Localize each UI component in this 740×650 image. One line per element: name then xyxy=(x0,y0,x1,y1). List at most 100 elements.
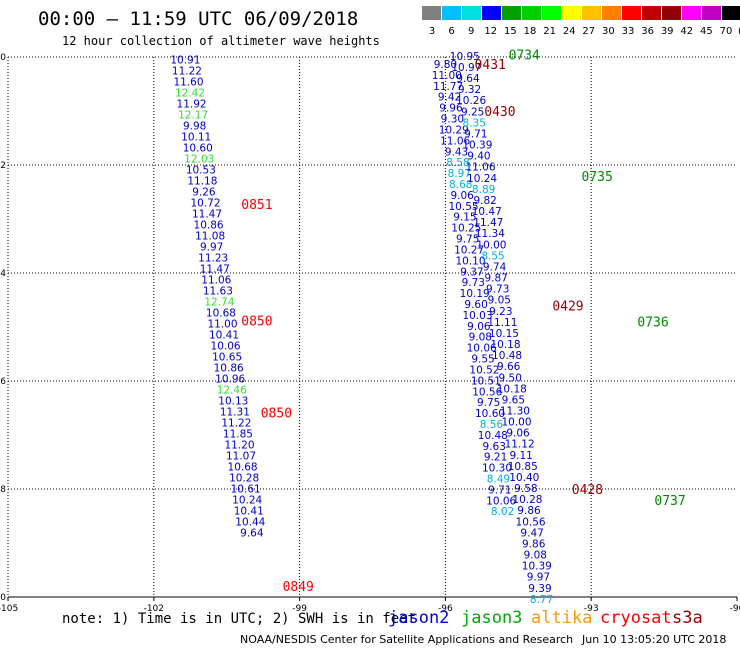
swh-value: 8.58 xyxy=(446,157,469,169)
swh-value: 9.05 xyxy=(488,295,511,307)
pass-time-label: 0736 xyxy=(637,316,668,331)
swh-value: 9.71 xyxy=(464,128,487,140)
footnote: note: 1) Time is in UTC; 2) SWH is in fe… xyxy=(62,611,417,627)
swh-value: 11.30 xyxy=(500,406,530,418)
pass-time-label: 0428 xyxy=(572,483,603,498)
swh-value: 9.82 xyxy=(473,195,496,207)
pass-time-label: 0850 xyxy=(241,315,272,330)
swh-value: 11.92 xyxy=(177,99,207,111)
swh-value: 9.21 xyxy=(484,452,507,464)
color-swatch xyxy=(682,6,701,20)
swh-value: 10.26 xyxy=(456,95,486,107)
swh-value: 11.08 xyxy=(195,231,225,243)
swh-value: 10.18 xyxy=(490,339,520,351)
swh-value: 10.68 xyxy=(228,462,258,474)
swh-value: 10.19 xyxy=(460,288,490,300)
swh-value: 10.13 xyxy=(218,396,248,408)
color-swatch xyxy=(522,6,541,20)
swh-value: 11.85 xyxy=(223,429,253,441)
swh-value: 9.37 xyxy=(460,266,483,278)
swh-value: 10.53 xyxy=(186,165,216,177)
swh-value: 9.75 xyxy=(477,397,500,409)
swh-value: 9.87 xyxy=(484,273,507,285)
generation-timestamp: Jun 10 13:05:20 UTC 2018 xyxy=(582,633,727,646)
swh-value: 10.39 xyxy=(522,561,552,573)
swh-value: 9.06 xyxy=(450,190,474,202)
swh-value: 9.55 xyxy=(471,354,494,366)
swh-value: 9.74 xyxy=(483,261,507,273)
color-swatch xyxy=(722,6,740,20)
color-swatch xyxy=(422,6,441,20)
swh-value: 10.28 xyxy=(229,473,259,485)
pass-time-label: 0737 xyxy=(654,494,685,509)
x-tick-label: -90 xyxy=(730,604,740,614)
swh-value: 10.06 xyxy=(467,343,497,355)
swh-value: 10.30 xyxy=(482,463,512,475)
color-scale-label: 24 xyxy=(562,26,576,37)
swh-value: 11.47 xyxy=(200,264,230,276)
swh-value: 8.89 xyxy=(472,184,495,196)
swh-value: 9.75 xyxy=(456,234,479,246)
swh-value: 9.96 xyxy=(439,103,463,115)
swh-value: 11.34 xyxy=(475,228,505,240)
x-tick-label: -105 xyxy=(0,604,18,614)
color-swatch xyxy=(622,6,641,20)
legend-s3a: s3a xyxy=(672,608,703,628)
swh-value: 12.03 xyxy=(184,154,214,166)
swh-value: 11.06 xyxy=(201,275,231,287)
swh-value: 10.11 xyxy=(181,132,211,144)
swh-value: 9.73 xyxy=(486,284,509,296)
swh-value: 9.06 xyxy=(467,321,491,333)
color-swatch xyxy=(582,6,601,20)
swh-value: 10.15 xyxy=(489,328,519,340)
color-scale-label: 30 xyxy=(602,26,615,37)
swh-value: 10.06 xyxy=(486,495,516,507)
swh-value: 10.60 xyxy=(475,408,505,420)
color-swatch xyxy=(702,6,721,20)
swh-value: 10.51 xyxy=(471,375,501,387)
color-swatch xyxy=(502,6,521,20)
swh-value: 11.06 xyxy=(440,135,470,147)
swh-value: 9.65 xyxy=(502,394,525,406)
credit-line: NOAA/NESDIS Center for Satellite Applica… xyxy=(240,633,574,646)
swh-value: 12.17 xyxy=(178,110,208,122)
swh-value: 8.02 xyxy=(491,506,514,518)
pass-time-label: 0734 xyxy=(509,48,540,63)
y-tick-label: -18 xyxy=(0,485,6,495)
swh-value: 10.48 xyxy=(478,430,508,442)
pass-time-label: 0430 xyxy=(484,105,515,120)
legend-cryosat: cryosat xyxy=(600,608,672,628)
color-scale-label: 70 xyxy=(719,26,733,37)
swh-value: 12.46 xyxy=(217,385,247,397)
swh-value: 9.50 xyxy=(499,372,522,384)
swh-value: 9.43 xyxy=(445,146,468,158)
swh-value: 9.58 xyxy=(514,483,537,495)
swh-value: 11.06 xyxy=(465,162,495,174)
y-tick-label: -12 xyxy=(0,161,6,171)
pass-time-label: 0851 xyxy=(241,198,272,213)
color-swatch xyxy=(462,6,481,20)
swh-value: 9.71 xyxy=(488,484,511,496)
color-swatch xyxy=(642,6,661,20)
color-swatch xyxy=(442,6,461,20)
color-swatch xyxy=(562,6,581,20)
color-swatch xyxy=(482,6,501,20)
legend-jason2: jason2 xyxy=(388,608,450,628)
color-scale-label: 3 xyxy=(428,26,436,37)
swh-value: 9.97 xyxy=(200,242,223,254)
swh-value: 9.15 xyxy=(453,212,476,224)
y-tick-label: -14 xyxy=(0,269,6,279)
swh-value: 8.35 xyxy=(463,117,486,129)
swh-value: 12.42 xyxy=(175,88,205,100)
swh-value: 11.18 xyxy=(187,176,217,188)
color-scale-label: 21 xyxy=(543,26,556,37)
swh-value: 9.39 xyxy=(528,583,551,595)
swh-value: 9.98 xyxy=(183,121,206,133)
swh-value: 10.39 xyxy=(462,140,492,152)
swh-value: 11.22 xyxy=(221,418,251,430)
legend-jason3: jason3 xyxy=(461,608,523,628)
swh-value: 9.11 xyxy=(509,450,532,462)
swh-value: 10.06 xyxy=(211,341,241,353)
swh-value: 8.49 xyxy=(487,474,510,486)
color-scale-label: 36 xyxy=(641,26,654,37)
